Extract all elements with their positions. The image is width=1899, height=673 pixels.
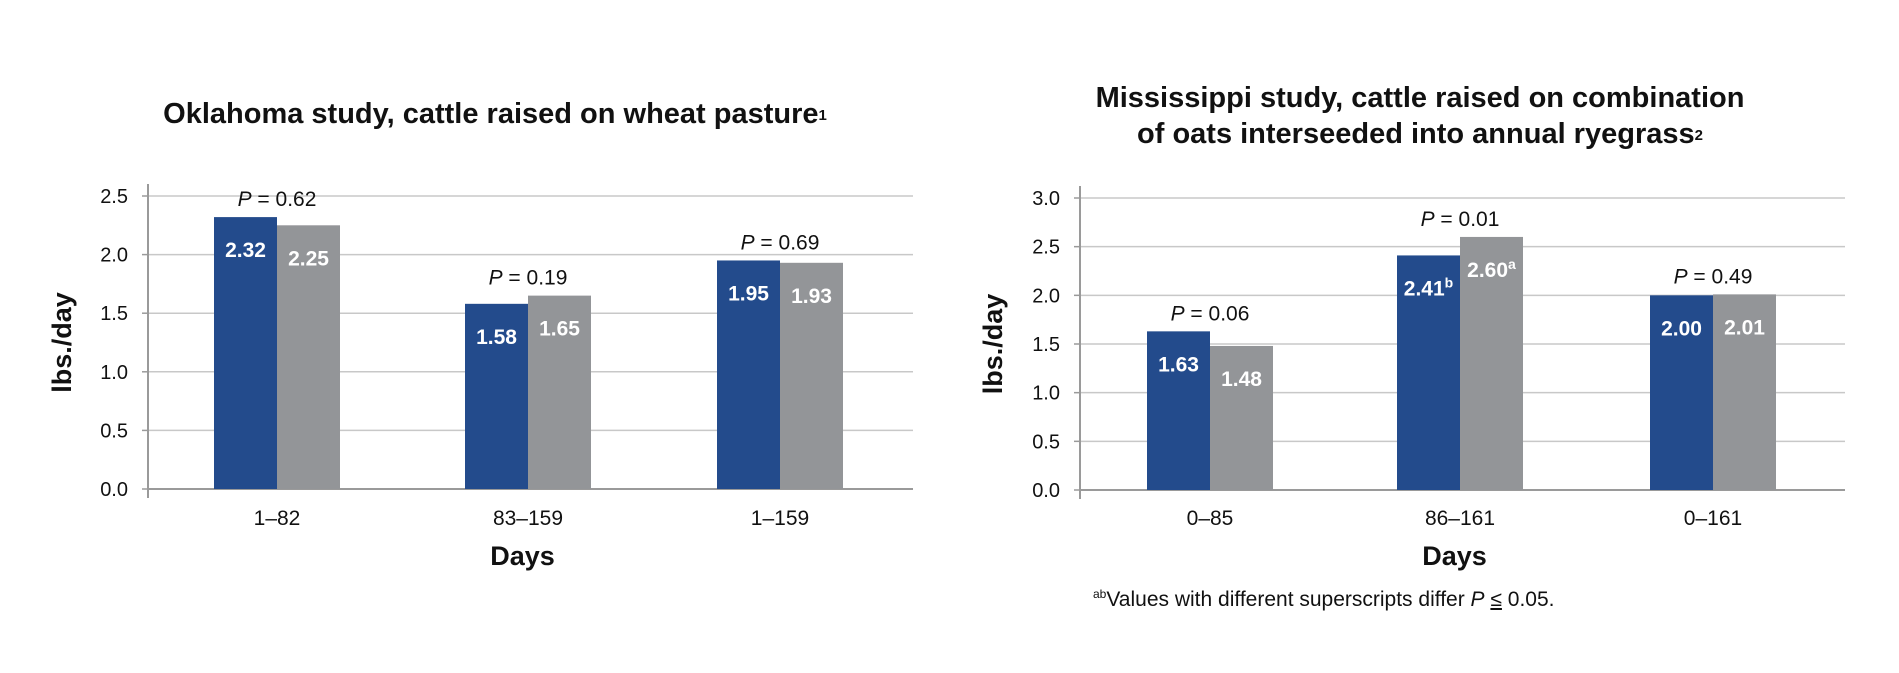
p-value-label: P = 0.06 <box>1171 302 1250 325</box>
p-symbol: P <box>489 267 503 290</box>
p-value-label: P = 0.01 <box>1421 208 1500 231</box>
y-tick-label: 1.0 <box>100 362 128 384</box>
p-value-text: = 0.19 <box>503 267 568 290</box>
y-axis-label: lbs./day <box>978 294 1008 395</box>
chart-title-text: Oklahoma study, cattle raised on wheat p… <box>163 98 819 130</box>
bar-value-text: 2.25 <box>288 247 329 270</box>
chart-title-superscript: 2 <box>1694 127 1703 144</box>
y-tick-label: 0.0 <box>1032 480 1060 502</box>
bar-series-b <box>528 295 591 489</box>
bar-value-label: 1.65 <box>539 318 580 341</box>
bar-series-a <box>1397 255 1460 490</box>
x-tick-label: 1–159 <box>751 507 809 530</box>
bar-value-label: 2.01 <box>1724 316 1765 339</box>
p-value-label: P = 0.49 <box>1674 265 1753 288</box>
bar-series-b <box>1210 345 1273 490</box>
p-symbol: P <box>1421 208 1435 231</box>
bar-series-b <box>1460 236 1523 490</box>
y-tick-label: 0.5 <box>1032 431 1060 453</box>
bar-value-text: 2.41 <box>1404 277 1445 300</box>
chart-title-line2: of oats interseeded into annual ryegrass <box>1137 118 1695 150</box>
bar-value-label: 1.95 <box>728 282 769 305</box>
bar-value-label: 1.63 <box>1158 353 1199 376</box>
bar-value-text: 2.32 <box>225 239 266 262</box>
x-axis-label: Days <box>1422 541 1487 571</box>
p-value-text: = 0.49 <box>1688 265 1753 288</box>
bar-series-b <box>780 262 843 489</box>
bar-value-text: 1.58 <box>476 326 517 349</box>
bar-series-a <box>214 217 277 489</box>
x-tick-label: 83–159 <box>493 507 563 530</box>
p-value-text: = 0.06 <box>1185 302 1250 325</box>
bar-value-label: 2.41b <box>1404 274 1453 300</box>
y-tick-label: 1.5 <box>100 303 128 325</box>
bar-value-label: 2.25 <box>288 247 329 270</box>
footnote-text: Values with different superscripts diffe… <box>1106 588 1471 611</box>
bar-value-superscript: a <box>1508 256 1516 272</box>
footnote-superscript: ab <box>1093 587 1107 601</box>
bar-value-text: 1.48 <box>1221 368 1262 391</box>
bar-value-text: 2.01 <box>1724 316 1765 339</box>
bar-series-b <box>277 225 340 490</box>
chart-title-oklahoma: Oklahoma study, cattle raised on wheat p… <box>120 96 870 132</box>
y-tick-label: 2.0 <box>100 245 128 267</box>
x-tick-label: 0–161 <box>1684 507 1742 530</box>
bar-value-text: 1.63 <box>1158 353 1199 376</box>
bar-value-text: 1.93 <box>791 285 832 308</box>
p-symbol: P <box>1171 302 1185 325</box>
bar-value-text: 2.60 <box>1467 259 1508 282</box>
y-tick-label: 1.0 <box>1032 383 1060 405</box>
footnote-p: P <box>1470 588 1485 611</box>
y-tick-label: 2.5 <box>100 186 128 208</box>
x-tick-label: 0–85 <box>1187 507 1234 530</box>
bar-series-a <box>717 260 780 489</box>
p-value-label: P = 0.19 <box>489 267 568 290</box>
y-tick-label: 2.0 <box>1032 285 1060 307</box>
bar-value-label: 1.48 <box>1221 368 1262 391</box>
p-value-text: = 0.01 <box>1435 208 1500 231</box>
p-symbol: P <box>238 188 252 211</box>
bar-value-text: 1.65 <box>539 318 580 341</box>
x-tick-label: 86–161 <box>1425 507 1495 530</box>
y-tick-label: 2.5 <box>1032 237 1060 259</box>
y-tick-label: 0.0 <box>100 479 128 501</box>
y-tick-label: 0.5 <box>100 420 128 442</box>
bar-value-label: 2.60a <box>1467 256 1516 282</box>
chart-title-mississippi: Mississippi study, cattle raised on comb… <box>1060 80 1780 152</box>
p-symbol: P <box>1674 265 1688 288</box>
chart-title-superscript: 1 <box>818 107 827 124</box>
footnote: abValues with different superscripts dif… <box>1093 587 1555 612</box>
chart-title-line1: Mississippi study, cattle raised on comb… <box>1095 82 1745 114</box>
bar-value-text: 1.95 <box>728 282 769 305</box>
bar-value-label: 1.58 <box>476 326 517 349</box>
y-axis-label: lbs./day <box>47 292 77 393</box>
bar-series-b <box>1713 294 1776 490</box>
footnote-value: 0.05. <box>1501 588 1555 611</box>
p-value-text: = 0.69 <box>755 231 820 254</box>
bar-series-a <box>1147 331 1210 490</box>
y-tick-label: 1.5 <box>1032 334 1060 356</box>
footnote-comparator: ≤ <box>1490 588 1502 611</box>
bar-value-text: 2.00 <box>1661 317 1702 340</box>
p-value-text: = 0.62 <box>252 188 317 211</box>
bar-value-label: 2.00 <box>1661 317 1702 340</box>
bar-value-label: 1.93 <box>791 285 832 308</box>
bar-value-superscript: b <box>1445 274 1454 290</box>
p-symbol: P <box>741 231 755 254</box>
x-axis-label: Days <box>490 541 555 571</box>
y-tick-label: 3.0 <box>1032 188 1060 210</box>
bar-value-label: 2.32 <box>225 239 266 262</box>
p-value-label: P = 0.69 <box>741 231 820 254</box>
bar-series-a <box>465 303 528 489</box>
x-tick-label: 1–82 <box>254 507 301 530</box>
bar-series-a <box>1650 295 1713 490</box>
p-value-label: P = 0.62 <box>238 188 317 211</box>
